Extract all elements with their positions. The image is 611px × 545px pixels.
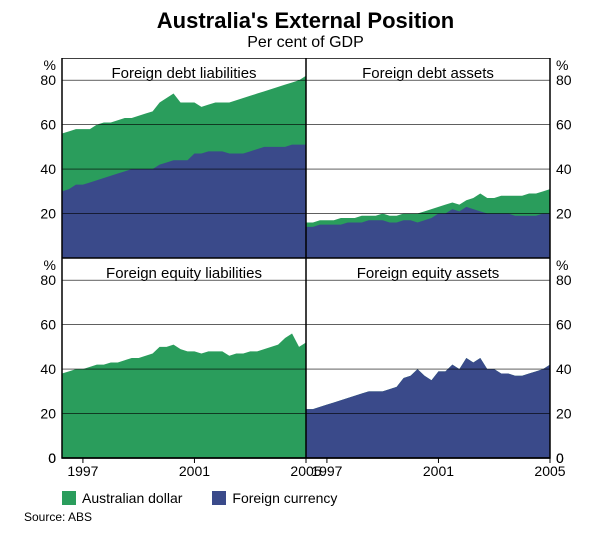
svg-text:40: 40 [40, 161, 56, 177]
legend-item-aud: Australian dollar [62, 490, 182, 506]
source-text: Source: ABS [24, 510, 599, 524]
svg-text:60: 60 [556, 317, 572, 333]
svg-text:40: 40 [40, 361, 56, 377]
svg-text:60: 60 [40, 117, 56, 133]
chart-subtitle: Per cent of GDP [12, 34, 599, 52]
svg-text:%: % [556, 58, 568, 73]
svg-text:60: 60 [556, 117, 572, 133]
legend-label-aud: Australian dollar [82, 490, 182, 506]
svg-text:2001: 2001 [423, 463, 454, 479]
svg-text:%: % [556, 257, 568, 273]
svg-text:20: 20 [40, 406, 56, 422]
svg-text:Foreign debt assets: Foreign debt assets [362, 65, 494, 82]
legend-label-foreign: Foreign currency [232, 490, 337, 506]
svg-text:2001: 2001 [179, 463, 210, 479]
svg-text:Foreign equity liabilities: Foreign equity liabilities [106, 265, 262, 282]
chart-container: Australia's External Position Per cent o… [0, 0, 611, 545]
svg-text:1997: 1997 [311, 463, 342, 479]
svg-text:80: 80 [556, 72, 572, 88]
svg-text:20: 20 [556, 206, 572, 222]
svg-text:80: 80 [40, 272, 56, 288]
chart-svg: Foreign debt liabilities Foreign debt ass… [12, 58, 600, 488]
legend-swatch-foreign [212, 491, 226, 505]
svg-text:80: 80 [556, 272, 572, 288]
svg-text:0: 0 [48, 450, 56, 466]
legend-swatch-aud [62, 491, 76, 505]
svg-text:60: 60 [40, 317, 56, 333]
svg-text:1997: 1997 [67, 463, 98, 479]
legend: Australian dollar Foreign currency [62, 490, 599, 506]
svg-text:40: 40 [556, 361, 572, 377]
chart-title: Australia's External Position [12, 8, 599, 34]
legend-item-foreign: Foreign currency [212, 490, 337, 506]
svg-text:80: 80 [40, 72, 56, 88]
svg-text:2005: 2005 [534, 463, 565, 479]
svg-text:%: % [44, 58, 56, 73]
svg-text:40: 40 [556, 161, 572, 177]
chart-area: Foreign debt liabilities Foreign debt ass… [12, 58, 599, 488]
svg-text:Foreign equity assets: Foreign equity assets [357, 265, 500, 282]
svg-text:%: % [44, 257, 56, 273]
svg-text:Foreign debt liabilities: Foreign debt liabilities [111, 65, 256, 82]
svg-text:20: 20 [40, 206, 56, 222]
svg-text:20: 20 [556, 406, 572, 422]
